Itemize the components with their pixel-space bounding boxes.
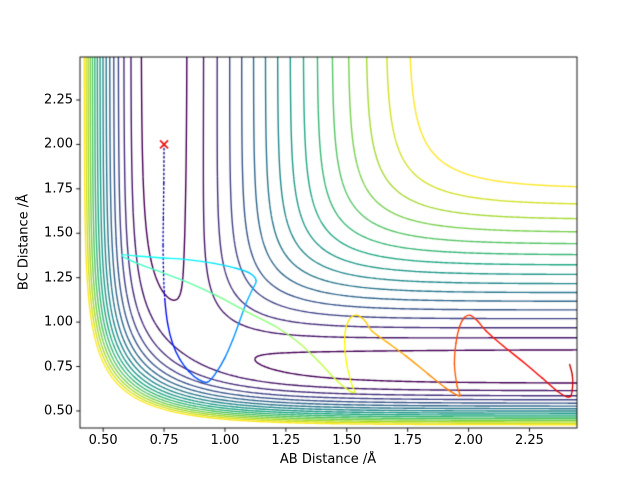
x-axis-label: AB Distance /Å (279, 452, 377, 467)
x-tick-label: 1.50 (332, 433, 362, 448)
y-axis-label: BC Distance /Å (16, 193, 32, 291)
x-tick-label: 2.25 (515, 433, 544, 448)
y-tick-label: 1.75 (44, 181, 73, 197)
y-tick-label: 1.25 (44, 270, 73, 286)
x-tick-label: 0.50 (88, 433, 118, 448)
y-tick-label: 2.25 (44, 92, 73, 108)
y-tick-label: 1.50 (44, 225, 73, 241)
x-tick-label: 2.00 (454, 433, 484, 448)
y-tick-label: 2.00 (44, 136, 73, 152)
x-tick-label: 1.75 (393, 433, 423, 448)
x-tick-label: 0.75 (149, 433, 179, 448)
y-tick-label: 0.75 (44, 359, 73, 375)
x-tick-label: 1.25 (271, 433, 301, 448)
y-tick-label: 1.00 (44, 314, 73, 330)
x-tick-label: 1.00 (210, 433, 240, 448)
y-tick-label: 0.50 (44, 403, 73, 419)
